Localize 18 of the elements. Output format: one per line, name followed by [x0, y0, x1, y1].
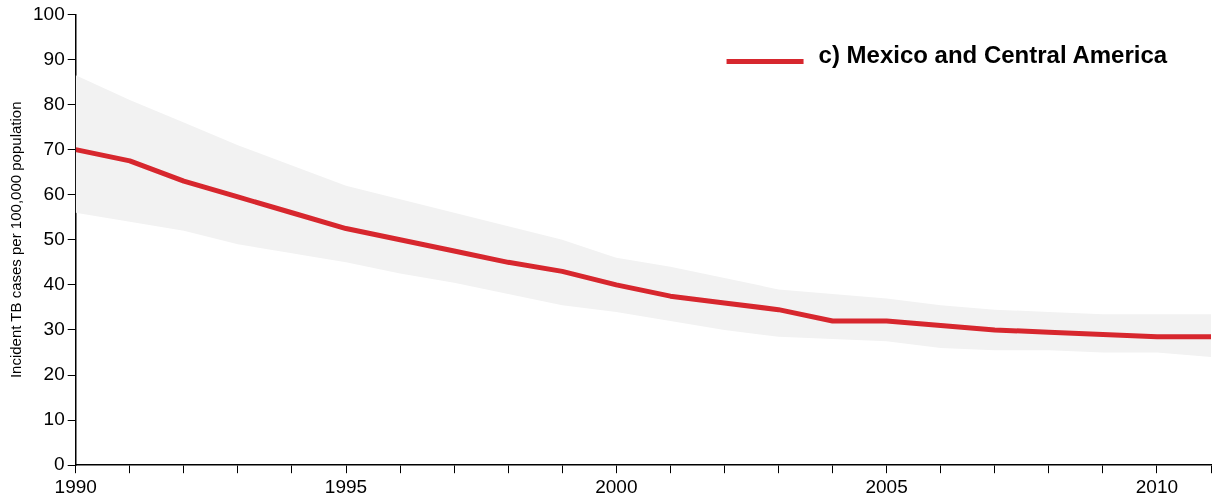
- y-tick-label: 80: [43, 92, 65, 114]
- y-tick-label: 60: [43, 182, 65, 204]
- y-tick-label: 30: [43, 318, 65, 340]
- y-tick-label: 0: [54, 453, 65, 475]
- legend-label: c) Mexico and Central America: [818, 41, 1168, 69]
- y-axis-title: Incident TB cases per 100,000 population: [7, 101, 25, 379]
- y-tick-label: 100: [33, 2, 65, 24]
- y-tick-label: 10: [43, 408, 65, 430]
- x-tick-label: 2010: [1135, 475, 1179, 497]
- y-tick-label: 20: [43, 363, 65, 385]
- x-tick-label: 1990: [54, 475, 97, 497]
- x-tick-label: 1995: [324, 475, 368, 497]
- y-tick-label: 90: [43, 47, 65, 69]
- x-tick-label: 2000: [595, 475, 638, 497]
- y-tick-label: 40: [43, 273, 65, 295]
- x-tick-label: 2005: [865, 475, 908, 497]
- y-tick-label: 50: [43, 228, 65, 250]
- y-tick-label: 70: [43, 137, 65, 159]
